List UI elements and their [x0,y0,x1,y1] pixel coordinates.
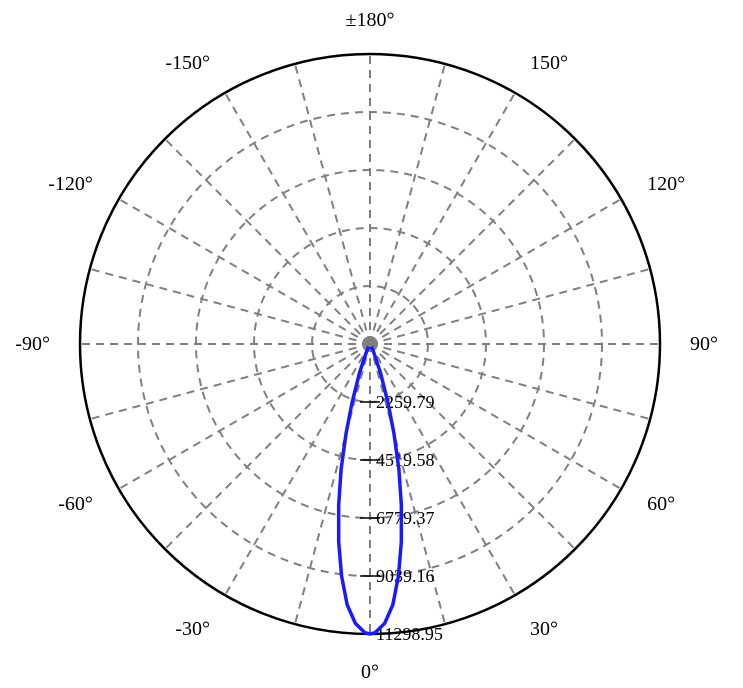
polar-chart: 2259.794519.586779.379039.1611298.950°30… [0,0,743,688]
angle-label: -150° [165,52,210,74]
angle-label: 150° [530,52,568,74]
angle-label: 30° [530,618,558,640]
radial-label: 6779.37 [376,508,435,528]
angle-label: 120° [647,173,685,195]
polar-chart-svg: 2259.794519.586779.379039.1611298.950°30… [0,0,743,688]
radial-label: 9039.16 [376,566,435,586]
angle-label: -30° [175,618,210,640]
angle-label: 0° [361,661,379,683]
angle-label: -90° [15,333,50,355]
angle-label: -60° [58,493,93,515]
radial-label: 4519.58 [376,450,435,470]
angle-label: 90° [690,333,718,355]
angle-label: 60° [647,493,675,515]
angle-label: -120° [48,173,93,195]
radial-label: 11298.95 [376,624,443,644]
angle-label: ±180° [346,9,395,31]
